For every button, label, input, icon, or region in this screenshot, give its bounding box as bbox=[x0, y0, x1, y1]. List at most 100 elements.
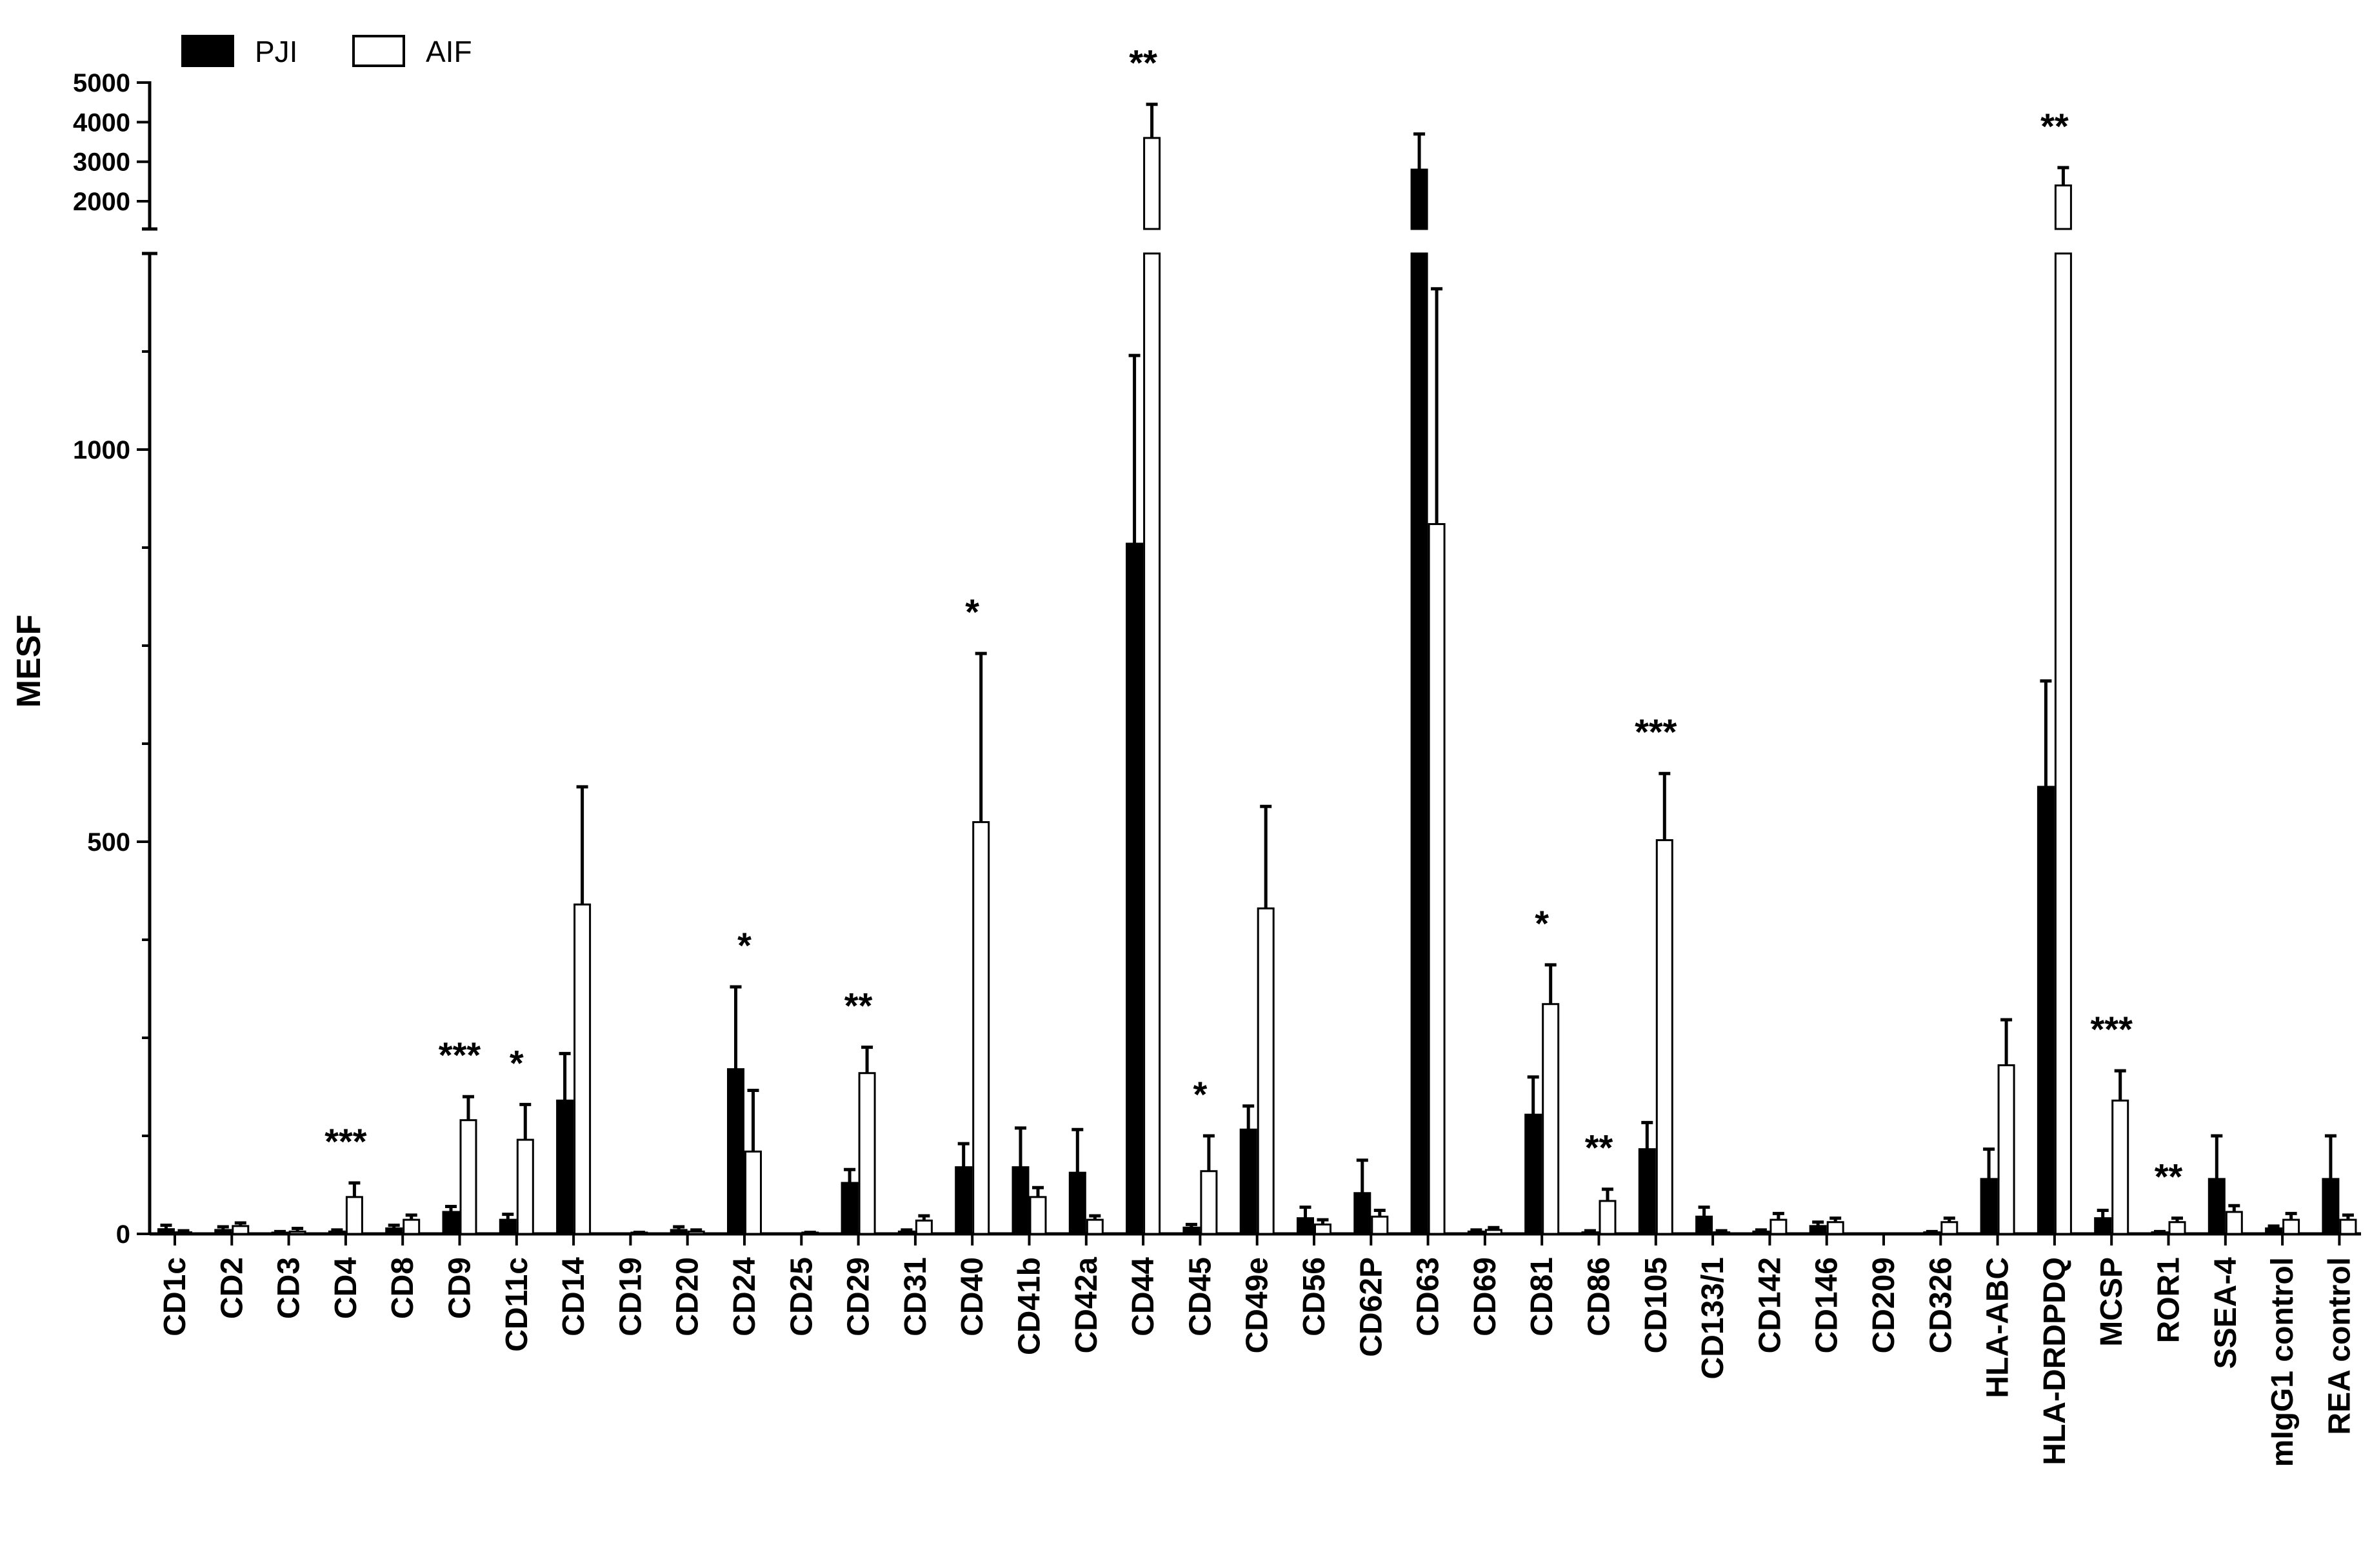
bar-pji bbox=[1638, 1148, 1656, 1235]
bar-aif bbox=[2111, 1099, 2129, 1235]
bar-pji bbox=[2265, 1227, 2283, 1235]
bar-aif bbox=[2282, 1218, 2300, 1235]
bar-aif bbox=[573, 903, 592, 1235]
x-tick-label: CD8 bbox=[386, 1257, 420, 1319]
x-tick-label: CD1c bbox=[158, 1257, 192, 1336]
significance-marker: * bbox=[510, 1042, 524, 1083]
x-tick-label: CD19 bbox=[613, 1257, 648, 1336]
y-tick-label: 2000 bbox=[73, 188, 130, 216]
x-tick-label: CD86 bbox=[1582, 1257, 1617, 1336]
significance-marker: ** bbox=[844, 986, 873, 1026]
bar-pji bbox=[1524, 1113, 1542, 1235]
bar-aif bbox=[2225, 1211, 2243, 1235]
bar-pji bbox=[1752, 1230, 1770, 1235]
bar-pji bbox=[1695, 1215, 1713, 1235]
x-tick-label: CD69 bbox=[1468, 1257, 1502, 1336]
x-tick-label: CD81 bbox=[1525, 1257, 1559, 1336]
bar-aif bbox=[687, 1230, 705, 1235]
x-tick-label: CD42a bbox=[1070, 1257, 1104, 1354]
bar-aif bbox=[1029, 1196, 1047, 1235]
bar-pji-lower bbox=[1410, 252, 1428, 1235]
x-tick-label: HLA-DRDPDQ bbox=[2038, 1257, 2072, 1465]
bar-aif bbox=[345, 1196, 363, 1235]
x-tick-label: CD25 bbox=[784, 1257, 819, 1336]
y-tick-label: 500 bbox=[87, 828, 130, 857]
bars-layer bbox=[157, 103, 2357, 1235]
x-tick-label: CD3 bbox=[272, 1257, 306, 1319]
bar-pji bbox=[1068, 1171, 1086, 1235]
bar-aif bbox=[403, 1218, 421, 1235]
bar-pji-upper bbox=[1410, 168, 1428, 230]
bar-aif bbox=[1314, 1223, 1331, 1235]
x-tick-label: CD146 bbox=[1810, 1257, 1844, 1353]
x-tick-label: CD326 bbox=[1924, 1257, 1958, 1353]
bar-pji bbox=[214, 1229, 232, 1235]
bar-pji bbox=[1980, 1178, 1998, 1235]
bar-pji bbox=[1809, 1225, 1827, 1235]
legend-label-pji: PJI bbox=[255, 35, 297, 68]
bar-aif bbox=[459, 1119, 477, 1235]
y-tick-label: 5000 bbox=[73, 69, 130, 97]
bar-pji bbox=[2094, 1217, 2112, 1235]
x-tick-label: CD41b bbox=[1013, 1257, 1047, 1355]
x-tick-label: CD133/1 bbox=[1696, 1257, 1730, 1379]
significance-marker: ** bbox=[1129, 43, 1157, 83]
x-tick-label: HLA-ABC bbox=[1981, 1257, 2015, 1398]
bar-pji bbox=[157, 1228, 175, 1235]
bar-aif-lower bbox=[1143, 252, 1161, 1235]
bar-pji bbox=[955, 1166, 973, 1235]
x-tick-label: CD62P bbox=[1354, 1257, 1388, 1357]
bar-pji bbox=[2322, 1178, 2340, 1235]
legend-swatch-pji bbox=[181, 35, 234, 67]
significance-marker: *** bbox=[1635, 711, 1677, 752]
bar-aif bbox=[915, 1219, 933, 1235]
bar-aif bbox=[1655, 839, 1673, 1235]
bar-aif bbox=[744, 1150, 762, 1235]
x-tick-label: REA control bbox=[2322, 1257, 2357, 1435]
significance-marker: *** bbox=[439, 1035, 481, 1075]
significance-marker: *** bbox=[324, 1121, 367, 1162]
x-tick-label: CD31 bbox=[899, 1257, 933, 1336]
x-tick-label: SSEA-4 bbox=[2209, 1257, 2243, 1369]
significance-marker: * bbox=[1535, 903, 1549, 944]
bar-aif bbox=[1940, 1221, 1958, 1235]
bar-aif bbox=[2168, 1221, 2186, 1235]
bar-pji bbox=[1126, 542, 1144, 1235]
x-tick-label: CD4 bbox=[329, 1257, 363, 1319]
bar-aif bbox=[1769, 1218, 1788, 1235]
bar-pji bbox=[1012, 1166, 1030, 1235]
y-tick-label: 0 bbox=[116, 1220, 130, 1249]
x-tick-label: CD56 bbox=[1297, 1257, 1331, 1336]
x-tick-label: CD29 bbox=[842, 1257, 876, 1336]
bar-aif bbox=[1257, 907, 1275, 1235]
bar-aif bbox=[1599, 1200, 1617, 1235]
bar-aif bbox=[972, 821, 990, 1235]
bar-pji bbox=[556, 1099, 574, 1235]
x-tick-label: CD14 bbox=[557, 1257, 591, 1336]
significance-marker: * bbox=[1193, 1074, 1208, 1115]
x-tick-label: CD45 bbox=[1183, 1257, 1217, 1336]
bar-pji bbox=[727, 1068, 744, 1235]
x-tick-label: CD49e bbox=[1241, 1257, 1275, 1353]
bar-pji bbox=[442, 1211, 460, 1235]
bar-aif bbox=[1200, 1170, 1218, 1235]
y-tick-label: 4000 bbox=[73, 108, 130, 137]
bar-aif bbox=[175, 1231, 192, 1235]
bar-pji bbox=[2037, 786, 2055, 1235]
x-tick-label: CD63 bbox=[1411, 1257, 1446, 1336]
bar-pji bbox=[385, 1227, 403, 1235]
bar-aif-upper bbox=[1143, 137, 1161, 230]
bar-pji bbox=[1182, 1226, 1201, 1235]
bar-aif bbox=[1371, 1215, 1389, 1235]
significance-marker: ** bbox=[1585, 1127, 1613, 1168]
x-tick-label: CD20 bbox=[671, 1257, 705, 1336]
x-tick-label: CD105 bbox=[1639, 1257, 1673, 1353]
bar-aif bbox=[516, 1138, 534, 1235]
x-tick-label: CD44 bbox=[1126, 1257, 1161, 1336]
x-tick-label: CD9 bbox=[443, 1257, 477, 1319]
bar-aif bbox=[232, 1225, 250, 1235]
y-axis-label: MESF bbox=[10, 615, 48, 708]
bar-aif bbox=[858, 1072, 876, 1235]
x-tick-label: CD2 bbox=[215, 1257, 249, 1319]
